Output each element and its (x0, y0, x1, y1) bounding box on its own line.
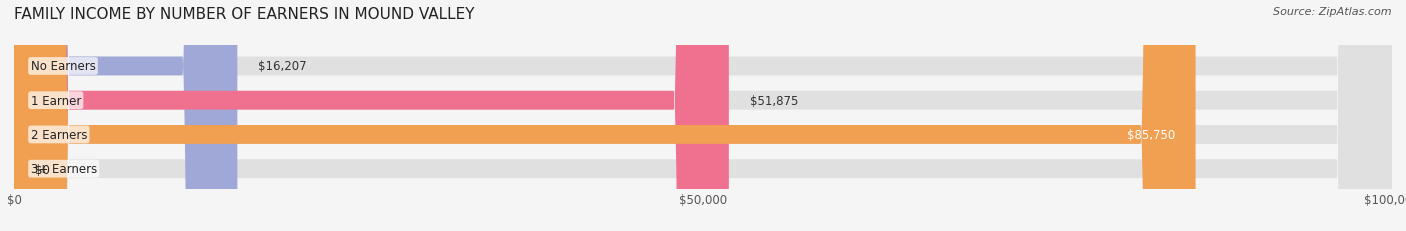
FancyBboxPatch shape (14, 0, 1392, 231)
Text: $51,875: $51,875 (749, 94, 797, 107)
Text: Source: ZipAtlas.com: Source: ZipAtlas.com (1274, 7, 1392, 17)
Text: $0: $0 (35, 163, 49, 176)
FancyBboxPatch shape (14, 0, 238, 231)
FancyBboxPatch shape (14, 0, 1195, 231)
FancyBboxPatch shape (14, 0, 728, 231)
Text: 1 Earner: 1 Earner (31, 94, 82, 107)
Text: FAMILY INCOME BY NUMBER OF EARNERS IN MOUND VALLEY: FAMILY INCOME BY NUMBER OF EARNERS IN MO… (14, 7, 475, 22)
Text: 3+ Earners: 3+ Earners (31, 162, 97, 175)
Text: $85,750: $85,750 (1126, 128, 1175, 141)
FancyBboxPatch shape (14, 0, 1392, 231)
FancyBboxPatch shape (14, 0, 1392, 231)
Text: 2 Earners: 2 Earners (31, 128, 87, 141)
Text: $16,207: $16,207 (259, 60, 307, 73)
Text: No Earners: No Earners (31, 60, 96, 73)
FancyBboxPatch shape (14, 0, 1392, 231)
